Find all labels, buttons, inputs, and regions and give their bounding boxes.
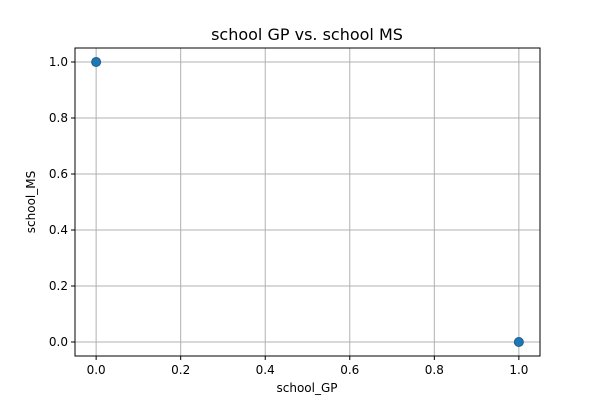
y-tick-label: 0.2 — [49, 279, 68, 293]
scatter-point — [513, 337, 524, 347]
x-tick-label: 0.8 — [425, 363, 444, 377]
y-tick-label: 0.8 — [49, 111, 68, 125]
data-points — [91, 57, 524, 347]
y-tick-label: 0.4 — [49, 223, 68, 237]
y-tick-label: 0.0 — [49, 335, 68, 349]
x-tick-label: 1.0 — [509, 363, 528, 377]
chart-title: school GP vs. school MS — [211, 25, 403, 44]
x-tick-label: 0.4 — [256, 363, 275, 377]
plot-area-frame — [74, 47, 541, 357]
y-axis-ticks: 0.0 0.2 0.4 0.6 0.8 1.0 — [49, 55, 75, 349]
x-axis-ticks: 0.0 0.2 0.4 0.6 0.8 1.0 — [87, 356, 528, 377]
y-tick-label: 1.0 — [49, 55, 68, 69]
x-tick-label: 0.2 — [171, 363, 190, 377]
x-tick-label: 0.0 — [87, 363, 106, 377]
scatter-point — [91, 57, 102, 67]
y-tick-label: 0.6 — [49, 167, 68, 181]
x-tick-label: 0.6 — [340, 363, 359, 377]
y-axis-label: school_MS — [24, 171, 38, 233]
grid-lines — [75, 48, 540, 356]
x-axis-label: school_GP — [276, 381, 337, 395]
